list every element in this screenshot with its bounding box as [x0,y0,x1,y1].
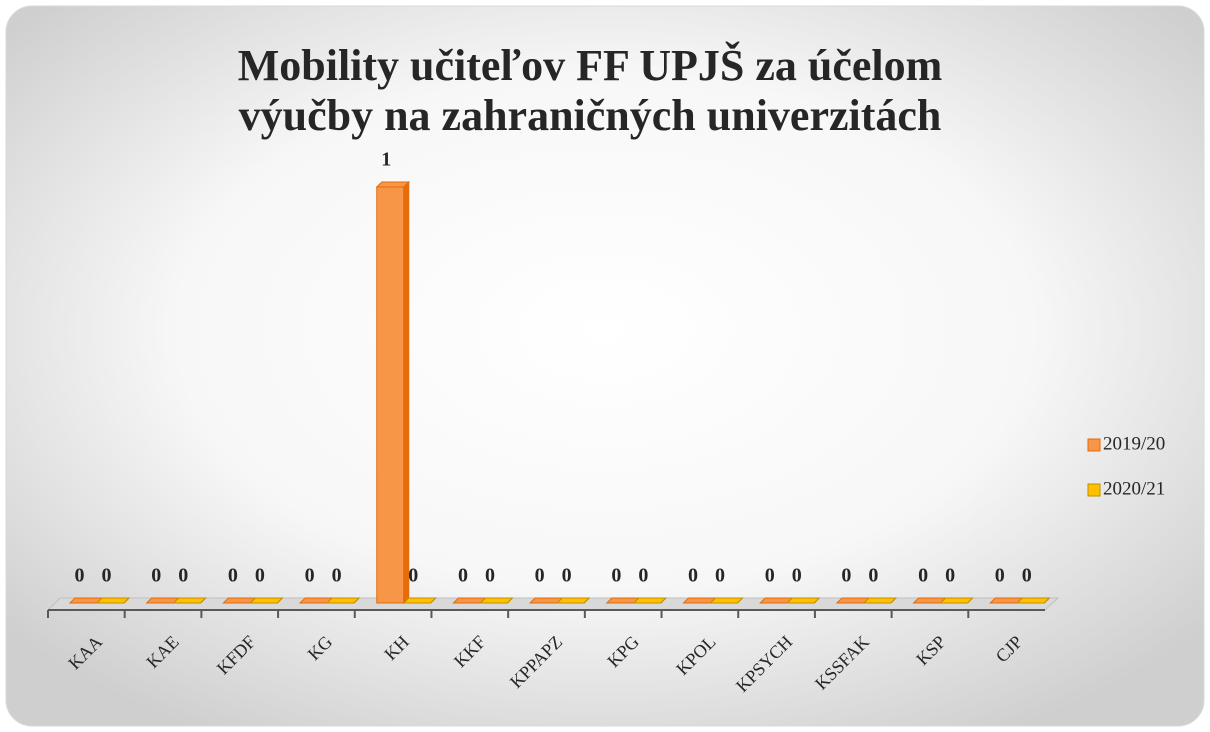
bar-side [890,597,897,604]
bar-side [200,597,207,604]
bar [555,597,591,604]
data-label: 1 [381,149,391,171]
bar [95,597,131,604]
bar-front [376,186,405,604]
data-label: 0 [792,565,802,587]
legend-swatch [1087,438,1101,452]
bar [786,597,821,604]
data-label: 0 [151,565,161,587]
chart-background [5,5,1205,727]
bar-side [813,597,820,604]
bar [862,597,898,604]
bar-side [967,597,973,604]
bar-side [430,597,437,604]
data-label: 0 [945,565,955,587]
bar [325,597,361,604]
data-label: 0 [535,565,545,587]
bar [402,597,437,604]
data-label: 0 [458,565,468,587]
bar [479,597,514,604]
data-label: 0 [75,565,85,587]
data-label: 0 [255,565,265,587]
bar-side [583,597,590,604]
bar [1016,597,1051,604]
bar [632,597,668,604]
bar-side [1043,597,1050,604]
data-label: 0 [995,565,1005,587]
bar-side [123,597,130,604]
bar-side [403,180,410,605]
bar-side [277,597,283,604]
data-label: 0 [408,565,418,587]
bar-side [353,597,360,604]
data-label: 0 [562,565,572,587]
data-label: 0 [1022,565,1032,587]
bar-side [660,597,667,604]
data-label: 0 [228,565,238,587]
legend-label: 2020/21 [1103,478,1165,499]
bar [172,597,207,604]
data-label: 0 [715,565,725,587]
data-label: 0 [611,565,621,587]
bar [375,180,410,605]
data-label: 0 [102,565,112,587]
data-label: 0 [332,565,342,587]
data-label: 0 [841,565,851,587]
data-label: 0 [485,565,495,587]
data-label: 0 [765,565,775,587]
data-label: 0 [305,565,315,587]
data-label: 0 [688,565,698,587]
bar [709,597,744,604]
bar-side [737,597,743,604]
data-label: 0 [638,565,648,587]
legend-swatch [1087,483,1101,497]
bar [249,597,284,604]
bar-side [507,597,513,604]
bar [939,597,974,604]
legend-label: 2019/20 [1103,433,1165,454]
chart-title: Mobility učiteľov FF UPJŠ za účelom výučb… [238,40,943,140]
data-label: 0 [868,565,878,587]
data-label: 0 [178,565,188,587]
data-label: 0 [918,565,928,587]
